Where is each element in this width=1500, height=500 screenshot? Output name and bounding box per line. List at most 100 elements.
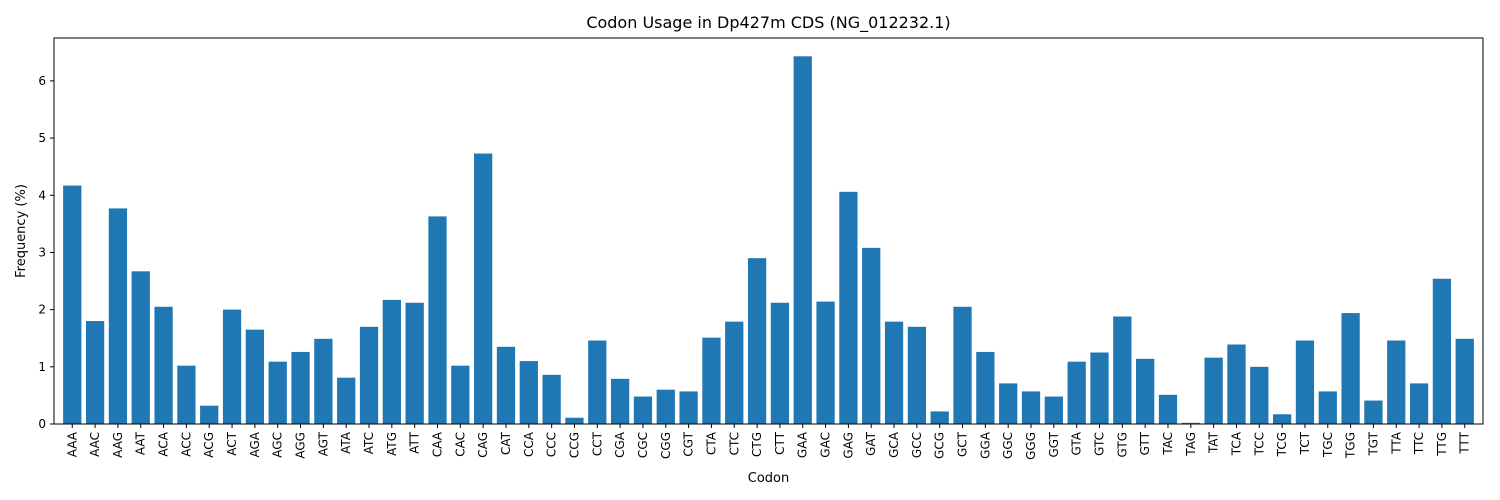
x-tick-label: CAC xyxy=(453,432,467,457)
x-tick-label: CAG xyxy=(476,432,490,458)
bar-atc xyxy=(359,326,379,424)
bar-gag xyxy=(839,191,858,424)
bar-aga xyxy=(245,329,265,424)
bar-aaa xyxy=(63,185,82,424)
bar-gga xyxy=(976,351,995,424)
x-tick-label: TCC xyxy=(1252,432,1266,456)
y-axis-label: Frequency (%) xyxy=(14,184,29,278)
x-tick-label: GCC xyxy=(910,432,924,458)
bar-tcc xyxy=(1250,366,1269,424)
bar-ctc xyxy=(725,321,744,424)
x-tick-label: CGC xyxy=(636,432,650,458)
x-tick-label: TGC xyxy=(1321,432,1335,458)
x-tick-label: CCT xyxy=(590,431,604,456)
bar-caa xyxy=(428,216,447,424)
bar-tgt xyxy=(1364,400,1383,424)
bar-acc xyxy=(177,365,196,424)
x-tick-label: GGC xyxy=(1001,432,1015,459)
bar-gca xyxy=(884,321,904,424)
x-tick-label: TTT xyxy=(1458,431,1472,454)
bar-aac xyxy=(85,321,105,424)
bar-cat xyxy=(496,346,516,424)
bar-gcg xyxy=(930,411,949,424)
x-tick-label: CTC xyxy=(727,432,741,455)
bar-ggg xyxy=(1021,391,1041,424)
y-tick-label: 3 xyxy=(38,245,46,259)
x-tick-label: GAT xyxy=(864,431,878,456)
bar-act xyxy=(222,309,242,424)
bar-gtt xyxy=(1136,358,1155,424)
bar-tgg xyxy=(1341,313,1360,424)
x-tick-label: GTG xyxy=(1115,432,1129,458)
bar-ttc xyxy=(1409,383,1429,424)
x-tick-label: GTA xyxy=(1070,431,1084,455)
bar-ttg xyxy=(1432,278,1452,424)
x-tick-label: ACC xyxy=(179,432,193,457)
x-tick-label: CCA xyxy=(522,431,536,457)
bar-atg xyxy=(382,299,401,424)
bar-cgt xyxy=(679,391,698,424)
y-tick-label: 1 xyxy=(38,360,46,374)
bar-tcg xyxy=(1272,414,1292,424)
x-tick-label: AGT xyxy=(316,431,330,456)
x-tick-label: GCG xyxy=(933,432,947,459)
x-tick-label: CTT xyxy=(773,431,787,454)
bar-ctt xyxy=(770,302,790,424)
x-tick-label: GTT xyxy=(1138,431,1152,455)
bar-gtg xyxy=(1113,316,1132,424)
x-tick-label: CGG xyxy=(659,432,673,459)
plot-frame xyxy=(53,37,1484,425)
bar-tac xyxy=(1158,394,1178,424)
x-tick-label: TTA xyxy=(1389,431,1403,455)
bar-cgc xyxy=(633,396,653,424)
bar-agg xyxy=(291,351,310,424)
x-tick-label: GAA xyxy=(796,431,810,458)
bar-cta xyxy=(702,337,721,424)
x-tick-label: AGC xyxy=(271,432,285,458)
x-tick-label: CAT xyxy=(499,431,513,455)
bar-agt xyxy=(314,338,333,424)
bar-gta xyxy=(1067,361,1086,424)
x-tick-label: CTG xyxy=(750,432,764,457)
x-tick-label: AAT xyxy=(134,431,148,455)
y-tick-label: 0 xyxy=(38,417,46,431)
bar-cgg xyxy=(656,389,675,424)
x-tick-label: TCG xyxy=(1275,432,1289,457)
bar-tct xyxy=(1295,340,1315,424)
bar-ccc xyxy=(542,374,561,424)
x-tick-label: AGA xyxy=(248,431,262,457)
bar-tca xyxy=(1227,344,1246,424)
x-tick-label: AGG xyxy=(294,432,308,459)
bar-tgc xyxy=(1318,391,1337,424)
bar-cga xyxy=(610,378,630,424)
y-axis-ticks: 0 1 2 3 4 5 6 xyxy=(38,74,54,431)
x-tick-label: ACT xyxy=(225,431,239,455)
bar-cag xyxy=(474,153,493,424)
bar-agc xyxy=(268,361,287,424)
x-tick-label: TGG xyxy=(1344,432,1358,459)
chart-title: Codon Usage in Dp427m CDS (NG_012232.1) xyxy=(586,13,950,33)
x-tick-label: GAC xyxy=(819,432,833,458)
bar-gcc xyxy=(907,326,927,424)
x-tick-label: CAA xyxy=(431,431,445,457)
bar-aat xyxy=(131,271,150,424)
bar-ggt xyxy=(1044,396,1063,424)
x-tick-label: GGT xyxy=(1047,431,1061,457)
bar-cac xyxy=(451,365,470,424)
x-tick-label: CGA xyxy=(613,431,627,458)
x-tick-label: GCT xyxy=(956,431,970,457)
y-tick-label: 4 xyxy=(38,188,46,202)
x-tick-label: GGA xyxy=(978,431,992,459)
x-tick-label: TGT xyxy=(1366,431,1380,456)
bar-ctg xyxy=(747,258,767,424)
x-tick-label: TAC xyxy=(1161,432,1175,456)
x-axis-ticks: AAA AAC AAG AAT ACA ACC ACG ACT AGA AGC AGG AGT ATA A… xyxy=(65,424,1472,460)
bar-gaa xyxy=(793,56,812,425)
bar-acg xyxy=(200,405,219,424)
y-tick-label: 6 xyxy=(38,74,46,88)
bar-aag xyxy=(108,208,128,424)
bar-cct xyxy=(588,340,607,424)
x-tick-label: CCC xyxy=(545,432,559,457)
